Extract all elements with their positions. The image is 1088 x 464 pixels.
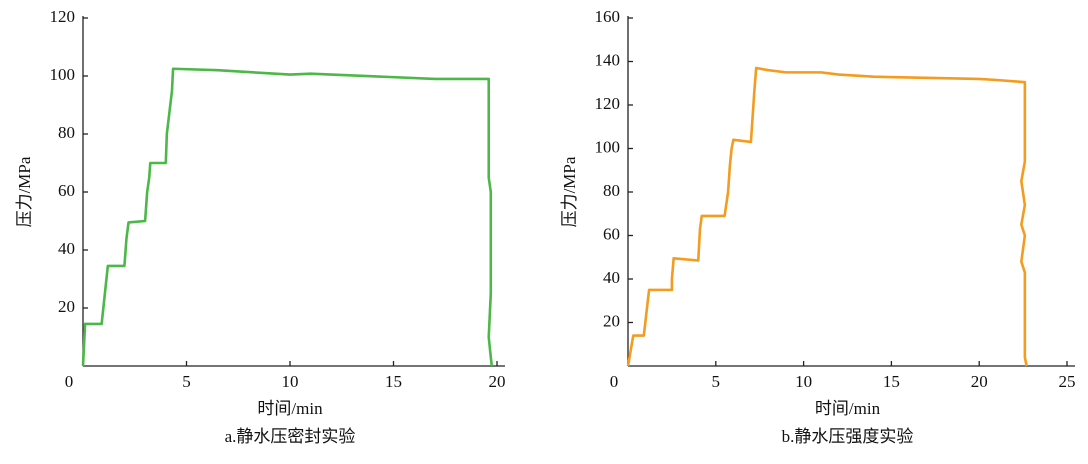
y-tick-label: 20 <box>58 297 75 316</box>
x-tick-label: 10 <box>795 372 812 391</box>
x-tick-label: 5 <box>182 372 191 391</box>
y-tick-label: 40 <box>603 268 620 287</box>
y-tick-label: 60 <box>603 224 620 243</box>
x-axis-label: 时间/min <box>257 399 323 418</box>
y-tick-label: 40 <box>58 239 75 258</box>
y-tick-label: 120 <box>595 94 621 113</box>
y-tick-label: 100 <box>595 137 621 156</box>
data-line <box>626 66 1028 367</box>
y-axis-label: 压力/MPa <box>560 156 579 227</box>
x-tick-label: 15 <box>385 372 402 391</box>
y-tick-label: 80 <box>603 181 620 200</box>
y-tick-label: 20 <box>603 311 620 330</box>
x-tick-label: 25 <box>1059 372 1076 391</box>
y-tick-label: 60 <box>58 181 75 200</box>
x-tick-label: 0 <box>610 372 619 391</box>
x-tick-label: 20 <box>971 372 988 391</box>
y-tick-label: 80 <box>58 123 75 142</box>
x-tick-label: 0 <box>65 372 74 391</box>
x-tick-label: 5 <box>712 372 721 391</box>
x-axis-label: 时间/min <box>815 399 881 418</box>
y-tick-label: 160 <box>595 7 621 26</box>
y-tick-label: 120 <box>50 7 76 26</box>
data-line <box>81 67 494 367</box>
x-tick-label: 15 <box>883 372 900 391</box>
chart-title: a.静水压密封实验 <box>225 427 356 446</box>
x-tick-label: 20 <box>489 372 506 391</box>
x-tick-label: 10 <box>282 372 299 391</box>
y-tick-label: 100 <box>50 65 76 84</box>
y-axis-label: 压力/MPa <box>15 156 34 227</box>
y-tick-label: 140 <box>595 50 621 69</box>
chart-title: b.静水压强度实验 <box>782 427 914 446</box>
